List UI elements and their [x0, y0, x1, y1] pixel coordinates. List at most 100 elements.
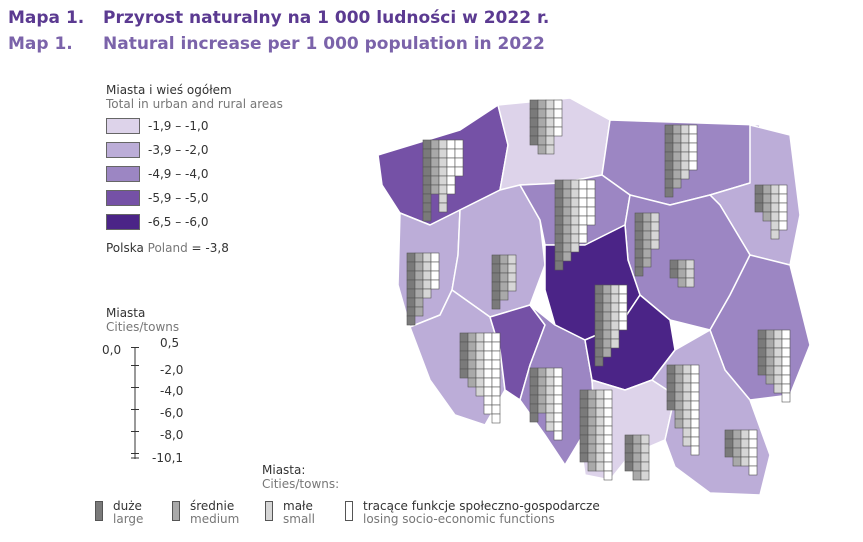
city-grid-cell: [634, 230, 644, 241]
city-grid-cell: [483, 341, 493, 352]
city-grid-cell: [690, 445, 700, 456]
city-grid-cell: [499, 254, 509, 265]
city-grid-cell: [603, 407, 613, 418]
city-grid-cell: [529, 126, 539, 137]
city-grid-cell: [594, 347, 604, 358]
city-grid-cell: [690, 418, 700, 429]
city-grid-cell: [554, 251, 564, 262]
scale-label-zero: 0,0: [102, 343, 122, 357]
map-title-text-en: Natural increase per 1 000 population in…: [103, 34, 545, 54]
city-grid-cell: [491, 350, 501, 361]
poland-voivodeship-map: [377, 97, 811, 496]
city-grid-cell: [507, 281, 517, 292]
city-grid-cell: [682, 409, 692, 420]
city-grid-cell: [732, 456, 742, 467]
city-grid-cell: [529, 367, 539, 378]
city-grid-cell: [595, 443, 605, 454]
city-grid-cell: [507, 263, 517, 274]
city-grid-cell: [554, 260, 564, 271]
city-grid-cell: [595, 425, 605, 436]
city-grid-cell: [483, 404, 493, 415]
city-grid-cell: [762, 202, 772, 213]
city-grid-cell: [491, 386, 501, 397]
city-grid-cell: [640, 434, 650, 445]
city-grid-cell: [594, 284, 604, 295]
city-grid-cell: [672, 133, 682, 144]
city-grid-cell: [594, 311, 604, 322]
poland-total: Polska Poland = -3,8: [106, 241, 229, 255]
city-grid-cell: [446, 157, 456, 168]
city-grid-cell: [634, 248, 644, 259]
city-grid-cell: [422, 288, 432, 299]
city-grid-cell: [491, 404, 501, 415]
city-grid-cell: [529, 99, 539, 110]
city-grid-cell: [672, 151, 682, 162]
city-grid-cell: [578, 197, 588, 208]
city-grid-cell: [430, 175, 440, 186]
city-grid-cell: [664, 142, 674, 153]
city-grid-cell: [430, 166, 440, 177]
city-grid-cell: [624, 443, 634, 454]
city-grid-cell: [650, 239, 660, 250]
city-grid-cell: [491, 281, 501, 292]
city-grid-cell: [634, 257, 644, 268]
city-grid-cell: [570, 197, 580, 208]
city-grid-cell: [422, 211, 432, 222]
city-grid-cell: [454, 148, 464, 159]
city-grid-cell: [748, 447, 758, 458]
city-grid-cell: [529, 403, 539, 414]
city-grid-cell: [553, 430, 563, 441]
city-grid-cell: [754, 184, 764, 195]
city-grid-cell: [740, 438, 750, 449]
city-grid-cell: [610, 320, 620, 331]
city-grid-cell: [537, 376, 547, 387]
city-grid-cell: [467, 350, 477, 361]
city-grid-cell: [632, 461, 642, 472]
city-types-heading-pl: Miasta:: [262, 463, 306, 477]
city-grid-cell: [666, 364, 676, 375]
city-grid-cell: [554, 242, 564, 253]
city-type-swatch: [172, 501, 180, 521]
city-grid-cell: [578, 206, 588, 217]
city-grid-cell: [680, 142, 690, 153]
city-grid-cell: [724, 429, 734, 440]
city-grid-cell: [578, 188, 588, 199]
city-grid-cell: [781, 365, 791, 376]
city-grid-cell: [642, 212, 652, 223]
city-grid-cell: [682, 418, 692, 429]
city-grid-cell: [507, 254, 517, 265]
legend-class-label: -3,9 – -2,0: [148, 143, 209, 157]
city-grid-cell: [664, 169, 674, 180]
city-grid-cell: [554, 224, 564, 235]
city-grid-cell: [677, 259, 687, 270]
legend-class-label: -5,9 – -5,0: [148, 191, 209, 205]
city-grid-cell: [562, 215, 572, 226]
city-grid-cell: [545, 376, 555, 387]
city-grid-cell: [757, 347, 767, 358]
city-grid-cell: [587, 389, 597, 400]
city-grid-cell: [446, 184, 456, 195]
city-grid-cell: [770, 211, 780, 222]
city-grid-cell: [688, 133, 698, 144]
city-grid-cell: [422, 184, 432, 195]
city-grid-cell: [491, 332, 501, 343]
city-grid-cell: [602, 347, 612, 358]
city-grid-cell: [690, 382, 700, 393]
city-grid-cell: [634, 221, 644, 232]
city-type-swatch: [265, 501, 273, 521]
city-grid-cell: [690, 400, 700, 411]
city-grid-cell: [406, 252, 416, 263]
city-grid-cell: [587, 443, 597, 454]
city-grid-cell: [688, 160, 698, 171]
city-grid-cell: [594, 320, 604, 331]
city-grid-cell: [553, 412, 563, 423]
city-grid-cell: [562, 188, 572, 199]
city-grid-cell: [587, 434, 597, 445]
city-grid-cell: [545, 135, 555, 146]
city-grid-cell: [454, 139, 464, 150]
legend-class-label: -6,5 – -6,0: [148, 215, 209, 229]
legend-total-heading-en: Total in urban and rural areas: [106, 97, 283, 111]
city-grid-cell: [677, 277, 687, 288]
city-grid-cell: [762, 211, 772, 222]
city-grid-cell: [554, 233, 564, 244]
